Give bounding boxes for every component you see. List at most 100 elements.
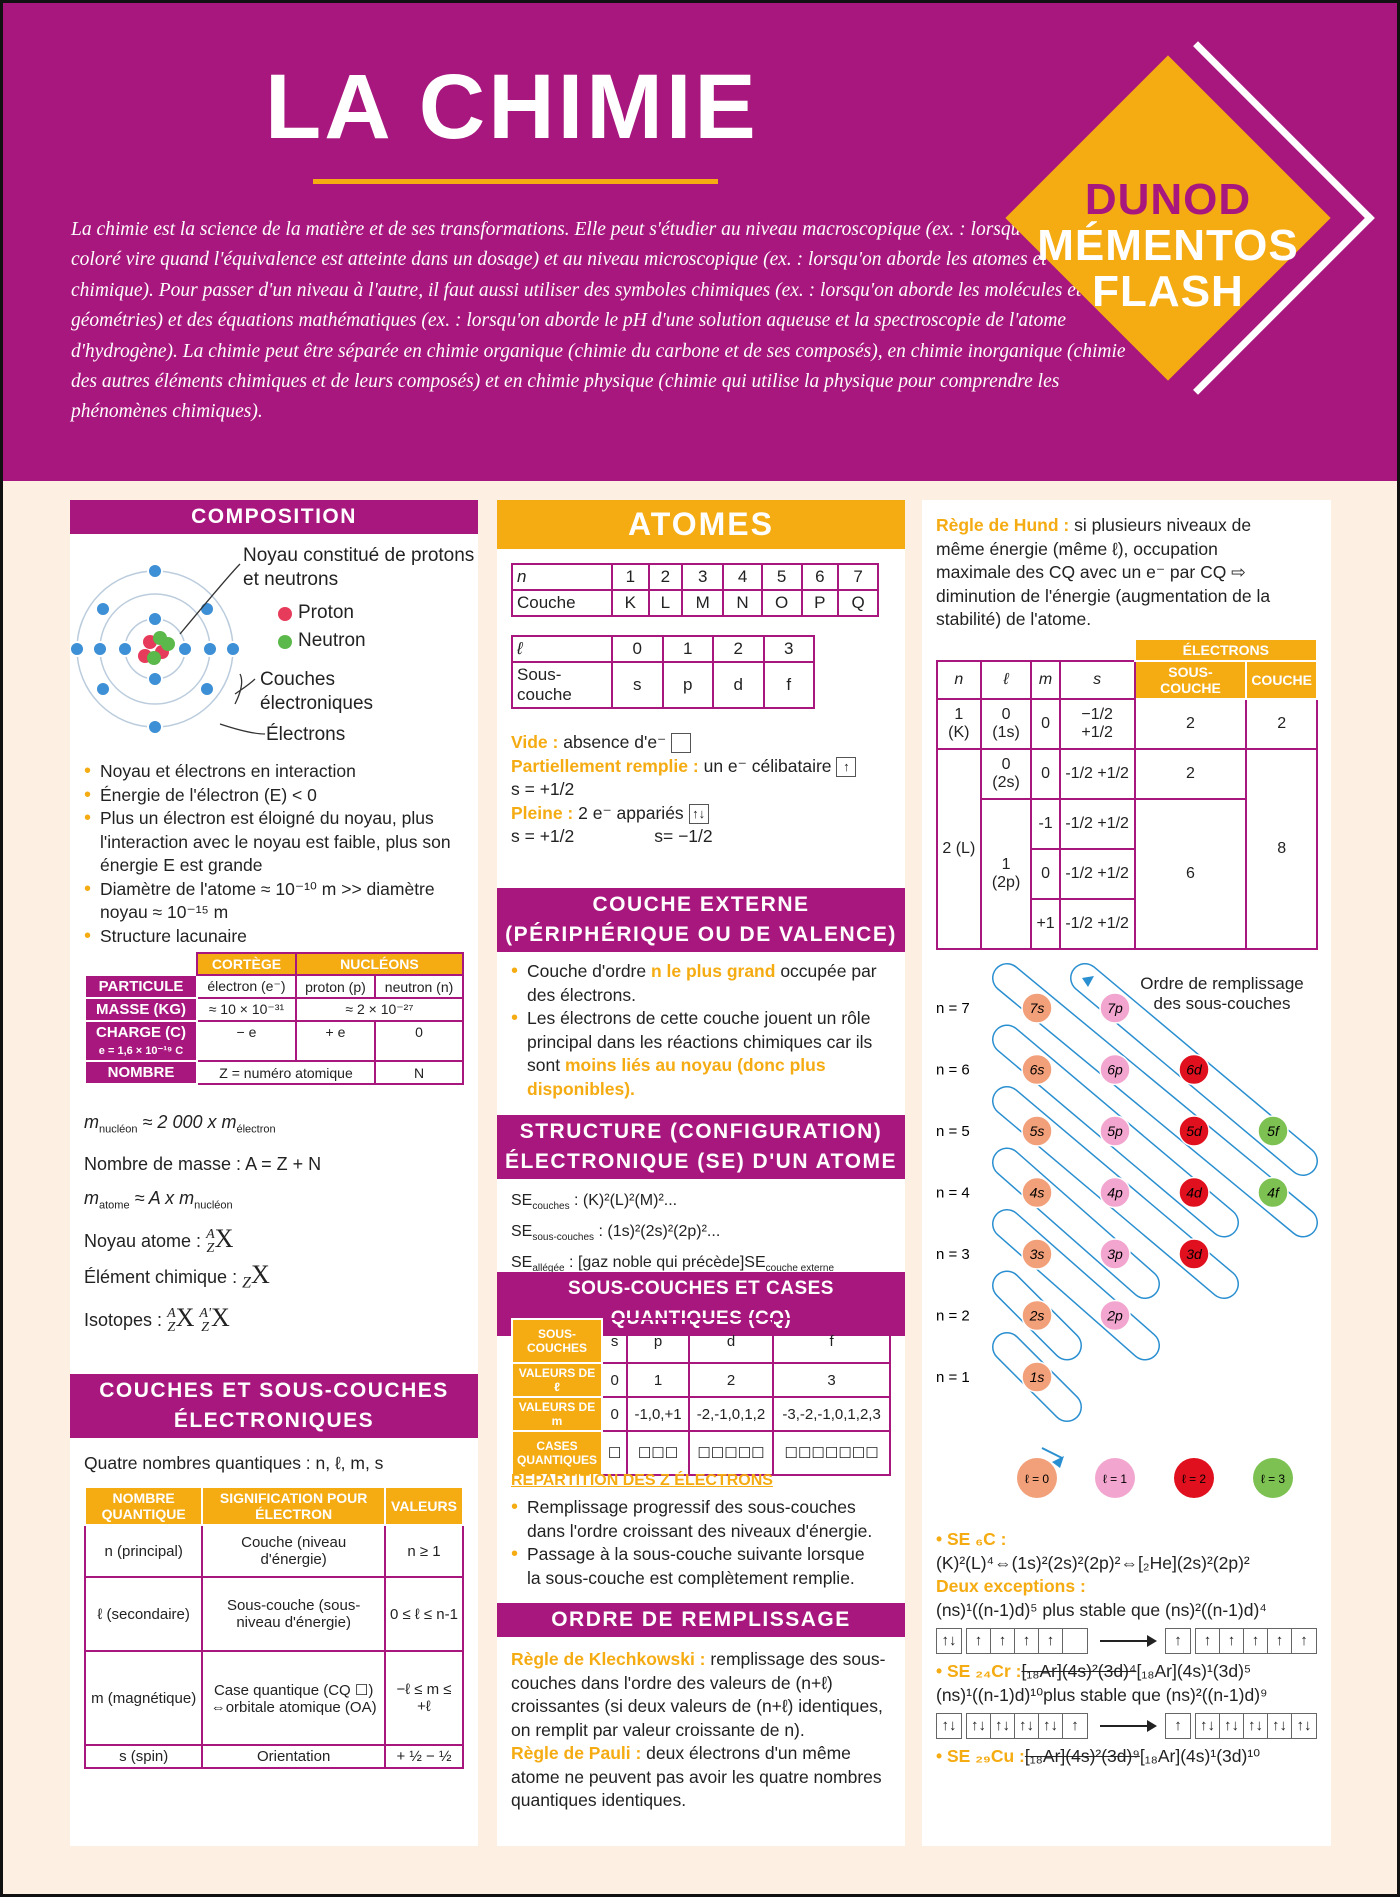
cell: 2 <box>1245 697 1318 750</box>
column-atomes: ATOMES n 1 2 3 4 5 6 7 Couche K L M N O P Q ℓ 0 1 2 3 Sous-c… <box>497 500 905 1846</box>
cell: 5 <box>760 563 803 591</box>
section-title-composition: COMPOSITION <box>70 500 478 534</box>
f: X <box>250 1260 270 1290</box>
cell: ☐☐☐ <box>626 1430 690 1476</box>
hund-table: ÉLECTRONS n ℓ m s SOUS-COUCHE COUCHE 1 (K) 0 (… <box>936 637 1319 950</box>
t: SE <box>511 1192 533 1209</box>
full-spin-2: s= −1/2 <box>654 826 713 846</box>
row-masse: MASSE (KG) <box>83 997 199 1022</box>
f: A' <box>199 1306 211 1322</box>
cell: Couche (niveau d'énergie) <box>201 1524 386 1578</box>
t: si plusieurs niveaux de même énergie (mê… <box>936 515 1271 629</box>
orbital-label: 4s <box>1030 1184 1045 1200</box>
row-label: n = 5 <box>936 1123 970 1140</box>
orbital-box: ↑↓ <box>1244 1714 1268 1738</box>
orbital-label: 5d <box>1186 1123 1203 1139</box>
cell: 0 <box>1030 747 1061 800</box>
se-examples: • SE ₆C : (K)²(L)⁴⇔(1s)²(2s)²(2p)²⇔[₂He]… <box>922 1528 1331 1769</box>
legend-swatch-s <box>1017 1457 1057 1498</box>
row-label: n = 1 <box>936 1369 970 1386</box>
legend-swatch-p <box>1095 1457 1135 1498</box>
orbital-box-group: ↑↓ ↑↓ ↑↓ ↑↓ ↑↓ <box>1195 1713 1317 1739</box>
orbital-box: ↑↓ <box>941 1717 957 1734</box>
up-arrow-box-icon: ↑ <box>836 756 857 777</box>
se-sous-couches: SEsous-couches : (1s)²(2s)²(2p)²... <box>511 1219 834 1250</box>
f: X <box>175 1302 195 1332</box>
list-item: Les électrons de cette couche jouent un … <box>511 1007 883 1101</box>
orbital-5s <box>1021 1114 1053 1147</box>
cell: électron (e⁻) <box>196 974 297 999</box>
cell: ≈ 10 × 10⁻³¹ <box>196 997 297 1022</box>
cell: 0 <box>1030 697 1061 750</box>
orbital-label: 6s <box>1030 1061 1045 1077</box>
f: Z <box>206 1241 215 1257</box>
shell-table: n 1 2 3 4 5 6 7 Couche K L M N O P Q <box>511 563 879 617</box>
cell: Sous-couche <box>511 661 613 709</box>
f: ≈ A x m <box>129 1187 195 1208</box>
full-value: 2 e⁻ appariés <box>578 802 684 823</box>
row-header: CASES QUANTIQUES <box>511 1430 603 1476</box>
orbital-box: ↑ <box>1220 1629 1244 1653</box>
charge-sub: e = 1,6 × 10⁻¹⁹ C <box>98 1045 184 1057</box>
formula-element: Élément chimique : ZX <box>70 1258 478 1301</box>
orbital-box: ↑↓ <box>1268 1714 1292 1738</box>
t: [₁₈Ar](4s)²(3d)⁹ <box>1024 1746 1140 1766</box>
cell: P <box>800 589 840 617</box>
orbital-label: 7s <box>1030 1000 1045 1016</box>
neutron-label: Neutron <box>298 630 366 651</box>
orbital-box: ↑↓ <box>967 1714 991 1738</box>
f: ≈ 2 000 x m <box>137 1112 237 1132</box>
exceptions-title: Deux exceptions : <box>936 1576 1086 1596</box>
orbital-box: ↑ <box>967 1629 991 1653</box>
orbital-label: 2s <box>1029 1307 1045 1323</box>
f: Z <box>242 1274 251 1292</box>
cell: Z = numéro atomique <box>196 1060 377 1085</box>
se-definitions: SEcouches : (K)²(L)²(M)²... SEsous-couch… <box>497 1188 848 1282</box>
orbital-box-group: ↑↓ ↑↓ ↑↓ ↑↓ ↑ <box>966 1713 1088 1739</box>
header-nucleons: NUCLÉONS <box>294 952 465 976</box>
row-label: n = 2 <box>936 1307 970 1324</box>
orbital-3d <box>1178 1237 1210 1270</box>
th: s <box>1058 659 1136 700</box>
cell: s (spin) <box>83 1744 204 1769</box>
t: [₁₈Ar](4s)¹(3d)⁵ <box>1136 1661 1252 1681</box>
orbital-label: 4d <box>1186 1184 1203 1200</box>
orbital-box: ↑↓ <box>1039 1714 1063 1738</box>
repartition-bullets: Remplissage progressif des sous-couches … <box>497 1496 897 1590</box>
th: SOUS-COUCHE <box>1133 659 1248 700</box>
orbital-boxes-1: ↑↓ ↑ ↑ ↑ ↑ ↑ ↑ ↑ ↑ ↑ ↑ <box>936 1628 1317 1654</box>
f: m <box>84 1112 99 1132</box>
cell: M <box>680 589 725 617</box>
orbital-3s <box>1021 1237 1053 1270</box>
column-hund: Règle de Hund : si plusieurs niveaux de … <box>922 500 1331 1846</box>
cq-legend: Vide : absence d'e⁻ Partiellement rempli… <box>497 731 905 849</box>
orbital-label: 5p <box>1107 1123 1123 1139</box>
f: nucléon <box>99 1123 138 1136</box>
t: [₁₈Ar](4s)¹(3d)¹⁰ <box>1139 1746 1261 1766</box>
row-label: n = 3 <box>936 1246 970 1263</box>
cell: 2 <box>1133 697 1248 750</box>
section-title-atomes: ATOMES <box>497 500 905 549</box>
list-item: Structure lacunaire <box>84 925 464 949</box>
row-label: n = 7 <box>936 1000 970 1017</box>
orbital-box: ↑ <box>1268 1629 1292 1653</box>
orbital-3p <box>1099 1237 1131 1270</box>
orbital-box: ↑ <box>1039 1629 1063 1653</box>
th: m <box>1030 659 1061 700</box>
arrow-head-icon <box>1052 1455 1064 1468</box>
cell: p <box>661 661 714 709</box>
vide-value: absence d'e⁻ <box>563 732 667 752</box>
cell: -1/2 +1/2 <box>1058 797 1136 850</box>
t: SE <box>511 1254 533 1272</box>
cell: m (magnétique) <box>83 1650 204 1746</box>
cell: proton (p) <box>294 974 377 999</box>
orbital-label: 2p <box>1106 1307 1123 1323</box>
cell: 6 <box>1133 797 1248 950</box>
cell: N <box>374 1060 464 1085</box>
vide-key: Vide : <box>511 732 559 752</box>
cell: 2 <box>1133 747 1248 800</box>
cell: -1/2 +1/2 <box>1058 847 1136 900</box>
cell: n ≥ 1 <box>383 1524 465 1578</box>
list-item: Couche d'ordre n le plus grand occupée p… <box>511 960 883 1007</box>
t: • SE ₂₄Cr : <box>936 1661 1022 1681</box>
